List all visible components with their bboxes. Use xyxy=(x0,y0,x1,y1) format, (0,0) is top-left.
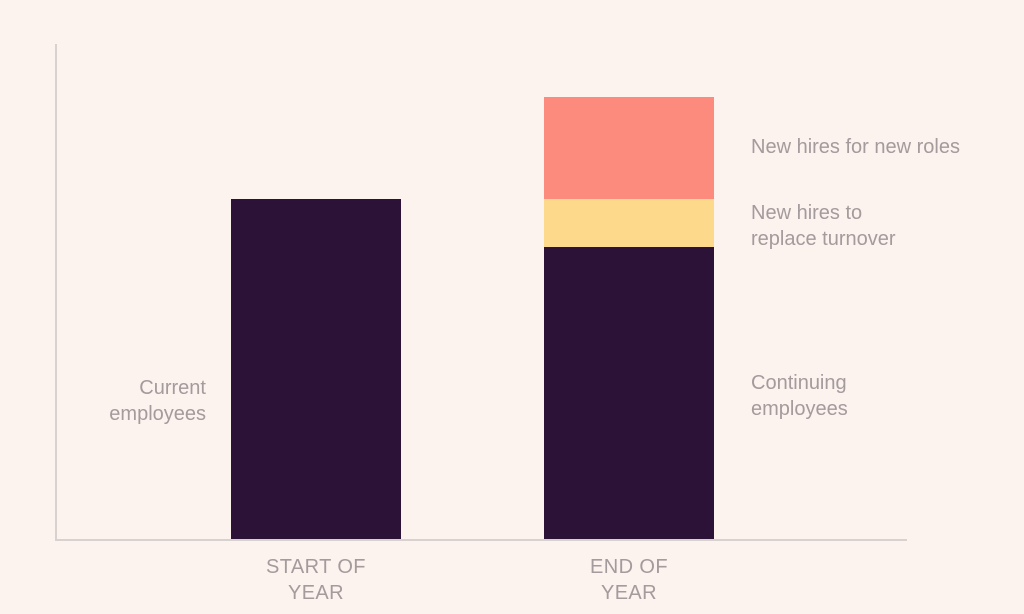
category-line: START OF xyxy=(266,556,366,578)
y-axis-line xyxy=(55,44,57,541)
annotation-line: employees xyxy=(751,398,848,420)
category-label-start-of-year: START OF YEAR xyxy=(216,554,416,606)
annotation-line: Current xyxy=(139,377,206,399)
bar-start-of-year xyxy=(231,199,401,539)
annotation-new-hires-new-roles: New hires for new roles xyxy=(751,134,960,160)
annotation-line: replace turnover xyxy=(751,228,896,250)
annotation-new-hires-replace-turnover: New hires to replace turnover xyxy=(751,200,896,252)
annotation-current-employees: Current employees xyxy=(109,375,206,427)
category-line: END OF xyxy=(590,556,668,578)
segment-current-employees xyxy=(231,199,401,539)
category-line: YEAR xyxy=(600,582,658,604)
category-label-end-of-year: END OF YEAR xyxy=(529,554,729,606)
annotation-line: Continuing xyxy=(751,372,847,394)
annotation-continuing-employees: Continuing employees xyxy=(751,370,848,422)
segment-new-hires-replace-turnover xyxy=(544,199,714,247)
segment-continuing-employees xyxy=(544,247,714,539)
annotation-line: New hires for new roles xyxy=(751,136,960,158)
annotation-line: New hires to xyxy=(751,202,863,224)
segment-new-hires-new-roles xyxy=(544,97,714,199)
x-axis-line xyxy=(55,539,907,541)
bar-end-of-year xyxy=(544,97,714,539)
category-line: YEAR xyxy=(287,582,345,604)
annotation-line: employees xyxy=(109,403,206,425)
